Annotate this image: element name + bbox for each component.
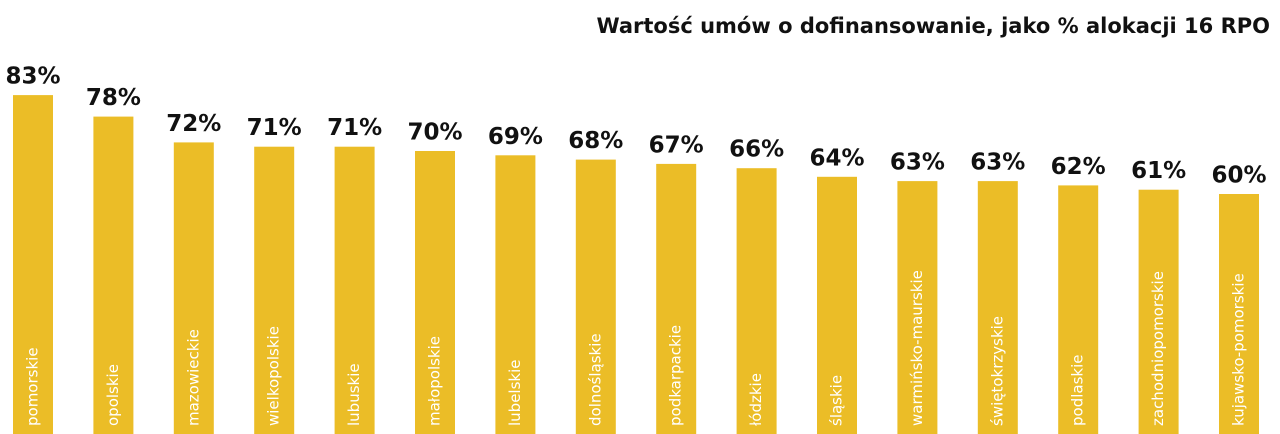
bar [1058, 185, 1099, 434]
category-label: śląskie [828, 375, 846, 426]
value-label: 72% [166, 111, 221, 137]
bar [817, 176, 857, 434]
category-label: łódzkie [747, 373, 765, 426]
bar [656, 163, 697, 434]
value-label: 64% [809, 145, 864, 171]
value-label: 60% [1211, 163, 1266, 189]
value-label: 63% [970, 150, 1025, 176]
category-label: małopolskie [426, 336, 444, 426]
category-label: pomorskie [24, 347, 42, 426]
bar [736, 168, 777, 434]
category-label: podkarpackie [667, 325, 685, 426]
bar [977, 181, 1018, 434]
value-label: 71% [327, 115, 382, 141]
category-label: warmińsko-maurskie [908, 270, 926, 426]
value-label: 70% [407, 120, 462, 146]
category-label: dolnośląskie [586, 333, 604, 426]
bar [575, 159, 616, 434]
bar [415, 151, 455, 434]
bar [1138, 189, 1179, 434]
value-label: 67% [649, 132, 704, 158]
category-label: podlaskie [1069, 355, 1087, 426]
category-label: opolskie [104, 364, 122, 426]
category-label: mazowieckie [184, 329, 202, 426]
value-label: 66% [729, 137, 784, 163]
category-label: zachodniopomorskie [1149, 271, 1167, 426]
value-label: 71% [247, 115, 302, 141]
value-label: 61% [1131, 158, 1186, 184]
bar [1219, 194, 1259, 434]
value-label: 63% [890, 150, 945, 176]
bar [897, 181, 938, 434]
category-label: świętokrzyskie [988, 316, 1006, 426]
value-label: 68% [568, 128, 623, 154]
bar [334, 146, 375, 434]
value-label: 78% [86, 85, 141, 111]
category-label: lubuskie [345, 363, 363, 426]
bar [173, 142, 214, 434]
bar [254, 146, 295, 434]
category-label: lubelskie [506, 360, 524, 427]
value-label: 62% [1051, 154, 1106, 180]
bar [13, 95, 53, 434]
bar [495, 155, 536, 434]
value-label: 83% [5, 64, 60, 90]
chart-title: Wartość umów o dofinansowanie, jako % al… [596, 14, 1270, 38]
category-label: wielkopolskie [265, 326, 283, 426]
value-label: 69% [488, 124, 543, 150]
bar [93, 116, 134, 434]
category-label: kujawsko-pomorskie [1230, 273, 1248, 426]
